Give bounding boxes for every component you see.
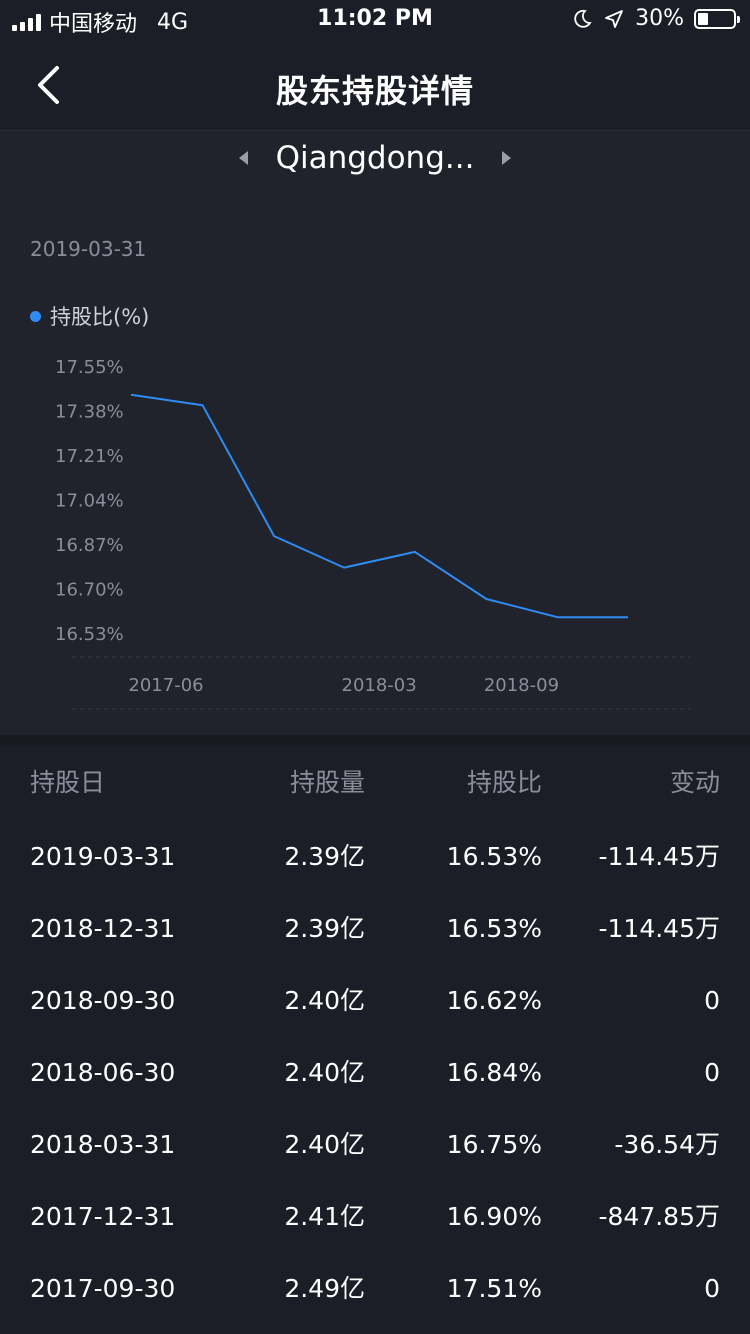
- row-volume: 2.41亿: [284, 1202, 365, 1231]
- holder-switcher: Qiangdong...: [0, 136, 750, 180]
- table-header: 持股日 持股量 持股比 变动: [0, 745, 750, 821]
- chevron-left-icon: [38, 66, 59, 104]
- row-ratio: 16.84%: [446, 1058, 542, 1087]
- table-row: 2019-03-31 2.39亿 16.53% -114.45万: [0, 821, 750, 893]
- row-change: -114.45万: [598, 914, 721, 943]
- header-change: 变动: [669, 768, 720, 797]
- network-label: 4G: [157, 9, 189, 35]
- row-change: 0: [704, 986, 720, 1015]
- row-date: 2018-12-31: [30, 914, 176, 943]
- row-change: 0: [704, 1058, 720, 1087]
- y-tick-label: 17.04%: [55, 491, 124, 512]
- battery-percent: 30%: [635, 6, 684, 31]
- row-volume: 2.39亿: [284, 914, 365, 943]
- clock: 11:02 PM: [317, 6, 433, 31]
- carrier-label: 中国移动: [49, 12, 138, 37]
- y-tick-label: 16.87%: [55, 535, 124, 556]
- row-ratio: 17.51%: [446, 1274, 542, 1303]
- legend-label: 持股比(%): [50, 305, 150, 329]
- table-row: 2017-09-30 2.49亿 17.51% 0: [0, 1253, 750, 1325]
- chart-panel: Qiangdong... 2019-03-31 持股比(%) 17.55% 17.…: [0, 131, 750, 735]
- holder-name: Qiangdong...: [275, 140, 475, 176]
- row-ratio: 16.90%: [446, 1202, 542, 1231]
- row-change: -36.54万: [614, 1130, 720, 1159]
- row-volume: 2.49亿: [284, 1274, 365, 1303]
- row-ratio: 16.53%: [446, 842, 542, 871]
- x-tick-label: 2018-03: [342, 675, 417, 696]
- status-left: 中国移动 4G: [12, 6, 188, 38]
- table-row: 2018-12-31 2.39亿 16.53% -114.45万: [0, 893, 750, 965]
- section-divider: [0, 735, 750, 745]
- y-tick-label: 17.55%: [55, 357, 124, 378]
- chart-selected-date: 2019-03-31: [30, 237, 147, 261]
- moon-icon: [574, 9, 592, 28]
- y-tick-label: 17.21%: [55, 446, 124, 467]
- table-row: 2018-03-31 2.40亿 16.75% -36.54万: [0, 1109, 750, 1181]
- row-volume: 2.40亿: [284, 1058, 365, 1087]
- row-date: 2018-06-30: [30, 1058, 176, 1087]
- row-volume: 2.39亿: [284, 842, 365, 871]
- row-date: 2017-12-31: [30, 1202, 176, 1231]
- y-tick-label: 17.38%: [55, 402, 124, 423]
- triangle-right-icon: [502, 151, 511, 165]
- back-button[interactable]: [26, 60, 76, 110]
- table-body: 2019-03-31 2.39亿 16.53% -114.45万 2018-12…: [0, 821, 750, 1325]
- triangle-left-icon: [239, 151, 248, 165]
- row-volume: 2.40亿: [284, 986, 365, 1015]
- holdings-table: 持股日 持股量 持股比 变动 2019-03-31 2.39亿 16.53% -…: [0, 745, 750, 1325]
- row-change: -114.45万: [598, 842, 721, 871]
- x-tick-label: 2018-09: [484, 675, 559, 696]
- row-change: 0: [704, 1274, 720, 1303]
- status-bar: 中国移动 4G 11:02 PM 30%: [0, 0, 750, 40]
- row-change: -847.85万: [598, 1202, 721, 1231]
- next-holder-button[interactable]: [496, 148, 516, 168]
- prev-holder-button[interactable]: [234, 148, 254, 168]
- table-row: 2017-12-31 2.41亿 16.90% -847.85万: [0, 1181, 750, 1253]
- holding-ratio-chart: 17.55% 17.38% 17.21% 17.04% 16.87% 16.70% 16.5…: [55, 357, 690, 710]
- table-row: 2018-09-30 2.40亿 16.62% 0: [0, 965, 750, 1037]
- x-tick-label: 2017-06: [128, 675, 203, 696]
- row-ratio: 16.53%: [446, 914, 542, 943]
- header-ratio: 持股比: [466, 768, 542, 797]
- row-date: 2017-09-30: [30, 1274, 176, 1303]
- nav-bar: 股东持股详情: [0, 40, 750, 131]
- chart-legend: 持股比(%): [30, 301, 149, 331]
- header-date: 持股日: [30, 768, 106, 797]
- row-date: 2019-03-31: [30, 842, 176, 871]
- row-date: 2018-03-31: [30, 1130, 176, 1159]
- table-row: 2018-06-30 2.40亿 16.84% 0: [0, 1037, 750, 1109]
- status-right: 30%: [571, 6, 740, 31]
- signal-icon: [12, 13, 41, 31]
- y-tick-label: 16.70%: [55, 580, 124, 601]
- page-title: 股东持股详情: [275, 72, 474, 110]
- battery-icon: [694, 8, 740, 29]
- legend-dot: [30, 310, 41, 322]
- series-line-holding-ratio: [130, 393, 628, 619]
- location-arrow-icon: [605, 9, 623, 28]
- header-volume: 持股量: [289, 768, 365, 797]
- row-date: 2018-09-30: [30, 986, 176, 1015]
- row-ratio: 16.62%: [446, 986, 542, 1015]
- y-tick-label: 16.53%: [55, 624, 124, 645]
- row-ratio: 16.75%: [446, 1130, 542, 1159]
- row-volume: 2.40亿: [284, 1130, 365, 1159]
- battery-fill: [698, 12, 708, 25]
